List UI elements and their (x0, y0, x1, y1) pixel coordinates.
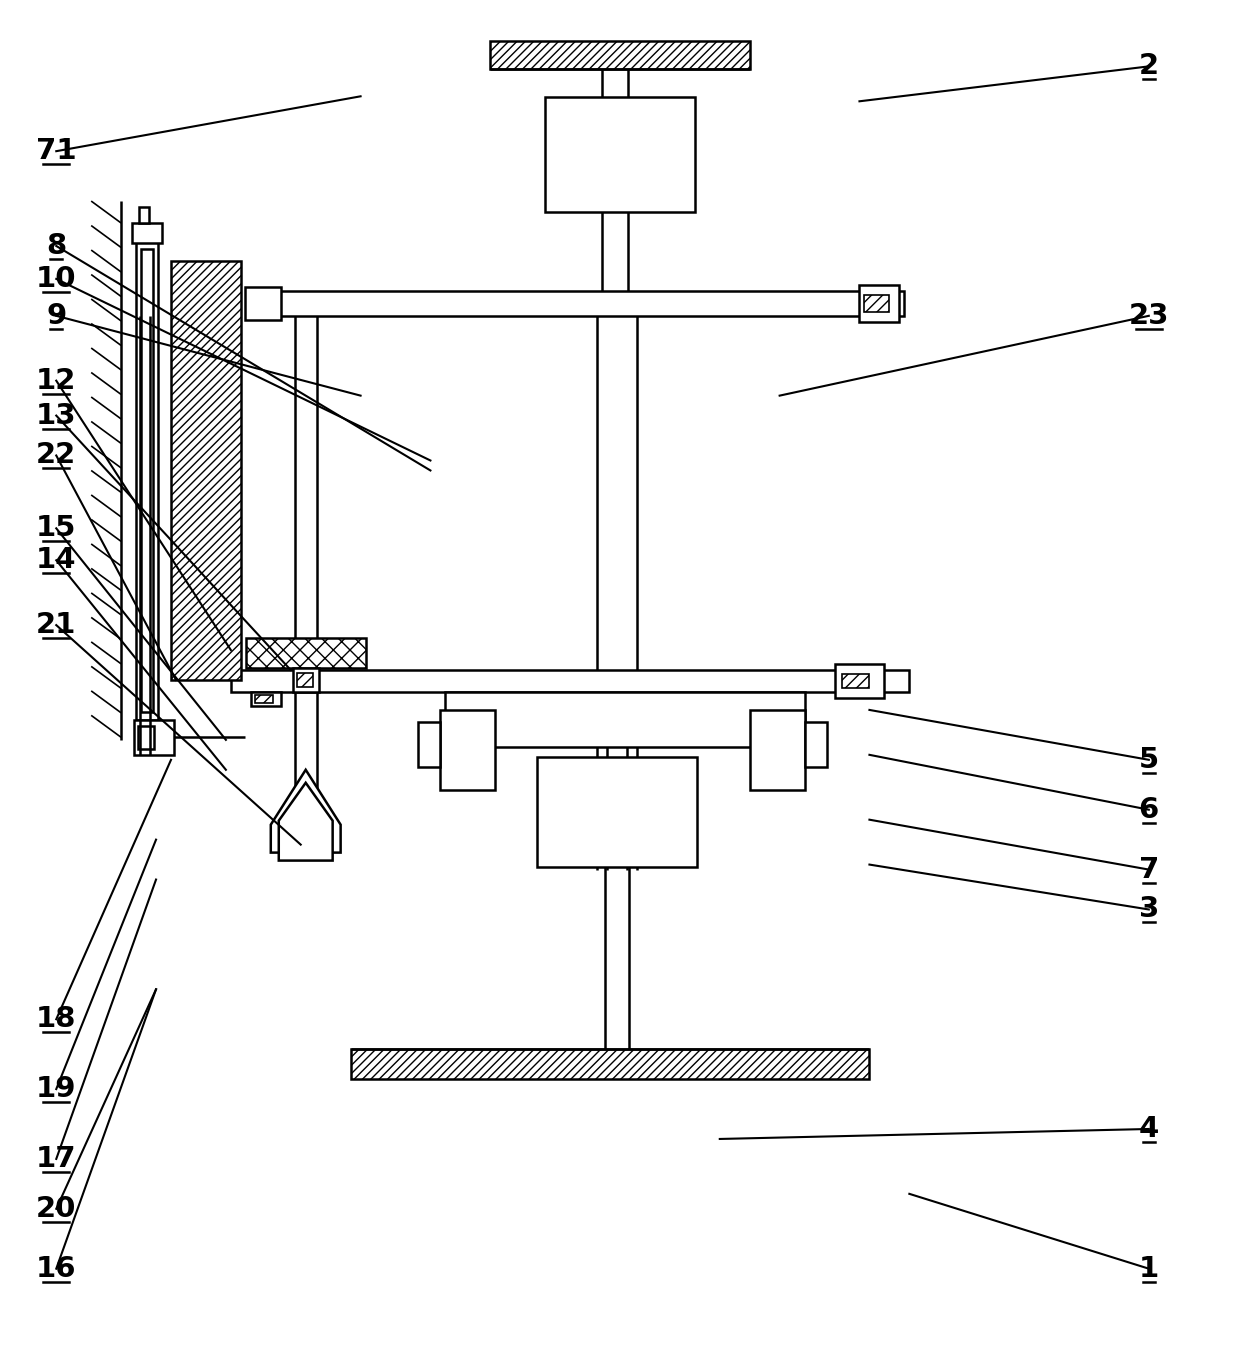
Bar (141, 249, 153, 712)
Text: 23: 23 (1128, 302, 1169, 330)
Text: 3: 3 (1138, 895, 1159, 923)
Bar (750, 709, 805, 789)
Text: 5: 5 (1138, 746, 1159, 774)
Text: 19: 19 (36, 1075, 77, 1104)
Bar (171, 261, 241, 680)
Text: 15: 15 (36, 515, 77, 543)
Bar (418, 722, 440, 766)
Bar (231, 670, 909, 692)
Bar (537, 757, 697, 867)
Text: 1: 1 (1138, 1255, 1159, 1282)
Bar (490, 42, 750, 69)
Text: 13: 13 (36, 402, 77, 429)
Bar (138, 726, 154, 749)
Bar (835, 663, 884, 697)
Bar (134, 720, 174, 754)
Bar (859, 284, 899, 322)
Text: 6: 6 (1138, 796, 1159, 823)
Bar (255, 291, 904, 315)
Bar (805, 722, 827, 766)
Bar (440, 709, 495, 789)
Bar (842, 674, 869, 688)
Bar (290, 834, 321, 853)
Text: 17: 17 (36, 1145, 77, 1173)
Text: 12: 12 (36, 367, 77, 394)
Bar (445, 692, 805, 747)
Text: 21: 21 (36, 611, 77, 639)
Bar (244, 287, 280, 320)
Text: 71: 71 (36, 137, 77, 165)
Text: 10: 10 (36, 265, 77, 292)
Bar (546, 97, 694, 213)
Text: 16: 16 (36, 1255, 77, 1282)
Bar (351, 1049, 869, 1079)
Text: 8: 8 (46, 232, 66, 260)
Polygon shape (270, 770, 341, 853)
Text: 20: 20 (36, 1194, 77, 1223)
Text: 9: 9 (46, 302, 67, 330)
Bar (296, 673, 312, 686)
Bar (139, 207, 149, 223)
Text: 2: 2 (1138, 53, 1159, 80)
Text: 22: 22 (36, 441, 77, 470)
Text: 4: 4 (1138, 1114, 1159, 1143)
Bar (293, 668, 319, 692)
Text: 14: 14 (36, 546, 77, 574)
Bar (864, 295, 889, 311)
Text: 18: 18 (36, 1005, 77, 1033)
Bar (254, 695, 273, 703)
Text: 7: 7 (1138, 856, 1159, 884)
Polygon shape (279, 783, 332, 861)
Bar (250, 692, 280, 705)
Bar (246, 638, 366, 668)
Bar (136, 241, 157, 720)
Bar (133, 223, 162, 242)
